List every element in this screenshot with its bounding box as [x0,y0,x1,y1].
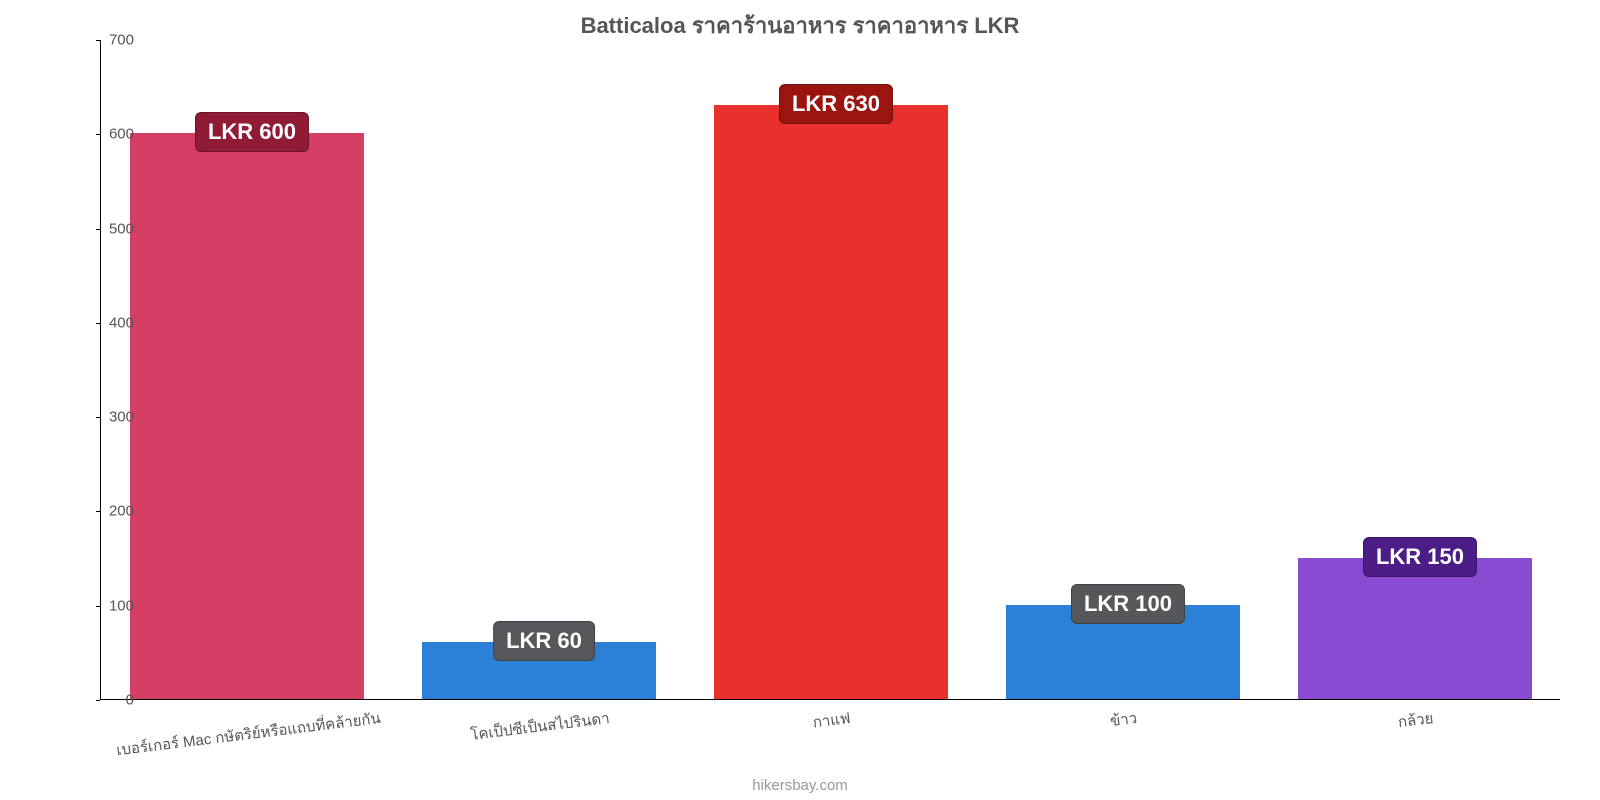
y-tick-label: 700 [109,32,134,49]
x-category-label: ข้าว [1109,706,1139,733]
y-tick-mark [96,417,100,418]
y-tick-label: 100 [109,597,134,614]
source-label: hikersbay.com [0,777,1600,794]
y-tick-label: 0 [126,692,134,709]
bar [130,133,364,699]
bar [714,105,948,699]
value-label: LKR 600 [195,112,309,152]
x-category-label: กาแฟ [811,706,851,734]
y-tick-label: 300 [109,409,134,426]
y-tick-label: 200 [109,503,134,520]
x-category-label: กล้วย [1397,706,1435,734]
y-tick-mark [96,134,100,135]
chart-title: Batticaloa ราคาร้านอาหาร ราคาอาหาร LKR [0,8,1600,43]
value-label: LKR 630 [779,84,893,124]
y-tick-mark [96,40,100,41]
y-tick-mark [96,229,100,230]
y-tick-mark [96,511,100,512]
value-label: LKR 150 [1363,537,1477,577]
x-category-label: โคเป็ปซีเป็นสไปรินดา [469,706,611,747]
value-label: LKR 60 [493,621,595,661]
y-tick-label: 500 [109,220,134,237]
plot-area [100,40,1560,700]
value-label: LKR 100 [1071,584,1185,624]
y-tick-mark [96,700,100,701]
bar-chart: Batticaloa ราคาร้านอาหาร ราคาอาหาร LKR h… [0,0,1600,800]
x-category-label: เบอร์เกอร์ Mac กษัตริย์หรือแถบที่คล้ายกั… [115,706,382,762]
y-tick-label: 400 [109,314,134,331]
y-tick-label: 600 [109,126,134,143]
bar [1298,558,1532,699]
y-tick-mark [96,606,100,607]
y-tick-mark [96,323,100,324]
